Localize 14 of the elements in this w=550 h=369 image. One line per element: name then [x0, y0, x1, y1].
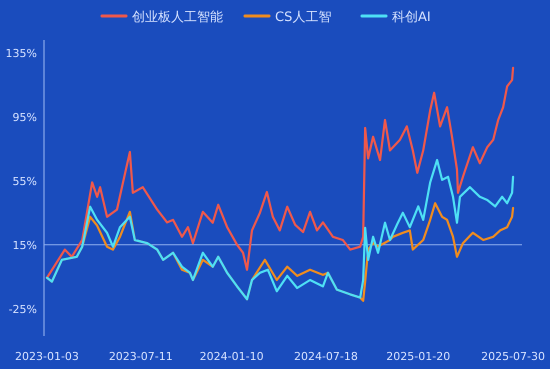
x-tick-label: 2025-01-20	[386, 350, 450, 363]
y-tick-label: 135%	[6, 46, 37, 60]
legend-label: CS人工智	[275, 10, 332, 25]
y-tick-label: 15%	[12, 238, 37, 252]
x-tick-label: 2024-07-18	[294, 350, 358, 363]
legend-label: 科创AI	[392, 10, 431, 25]
x-tick-label: 2025-07-30	[481, 350, 546, 363]
x-tick-label: 2024-01-10	[200, 350, 264, 363]
y-tick-label: 55%	[12, 174, 37, 188]
x-tick-label: 2023-01-03	[15, 350, 79, 363]
y-tick-label: -25%	[8, 302, 37, 316]
legend-label: 创业板人工智能	[132, 10, 223, 25]
y-tick-label: 95%	[12, 110, 37, 124]
x-tick-label: 2023-07-11	[108, 350, 173, 363]
